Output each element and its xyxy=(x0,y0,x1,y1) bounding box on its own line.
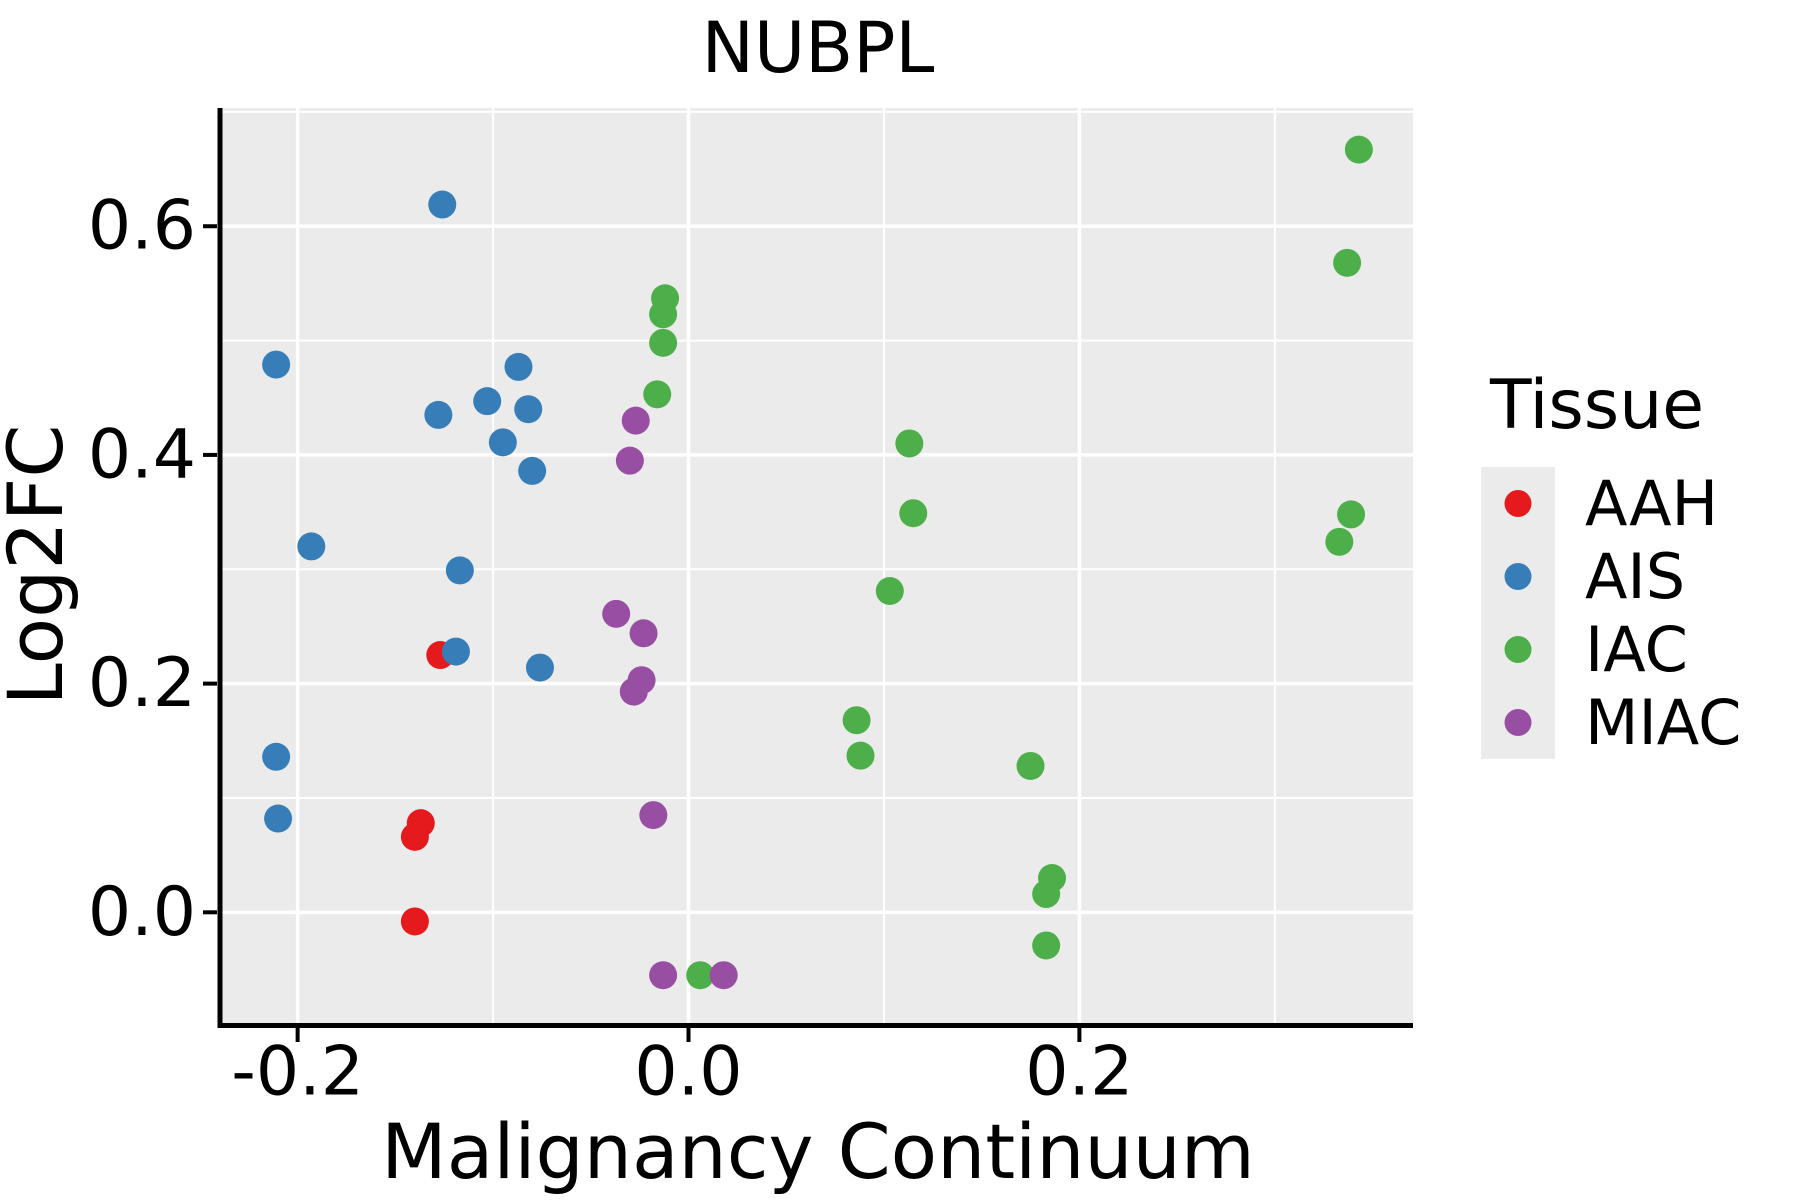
legend-key-dot-AIS xyxy=(1504,563,1532,590)
data-point-AIS xyxy=(424,400,453,429)
data-point-MIAC xyxy=(602,599,631,628)
y-axis: 0.0 0.2 0.4 0.6 xyxy=(88,187,217,952)
data-point-MIAC xyxy=(629,619,658,648)
legend-title: Tissue xyxy=(1489,366,1704,445)
data-point-IAC xyxy=(1333,248,1362,277)
legend-key-dot-AAH xyxy=(1504,490,1532,517)
legend-key-dot-IAC xyxy=(1504,636,1532,663)
data-point-AIS xyxy=(428,190,457,219)
x-axis-title: Malignancy Continuum xyxy=(381,1107,1255,1196)
data-point-MIAC xyxy=(619,677,648,706)
data-point-IAC xyxy=(895,429,924,458)
data-point-AIS xyxy=(514,395,543,424)
minor-gridlines xyxy=(222,108,1413,1023)
data-point-AAH xyxy=(400,822,429,851)
data-point-IAC xyxy=(1032,880,1061,909)
y-axis-title: Log2FC xyxy=(0,425,80,706)
x-tick-label: -0.2 xyxy=(231,1033,364,1112)
data-points-layer xyxy=(262,135,1373,990)
data-point-AIS xyxy=(297,532,326,561)
legend-entry-MIAC: MIAC xyxy=(1481,686,1741,759)
legend-label-AIS: AIS xyxy=(1585,540,1685,613)
data-point-IAC xyxy=(649,300,678,329)
x-tick-label: 0.2 xyxy=(1025,1033,1133,1112)
axis-spines xyxy=(217,108,1413,1028)
x-axis: -0.2 0.0 0.2 xyxy=(231,1028,1133,1112)
data-point-MIAC xyxy=(615,446,644,475)
data-point-IAC xyxy=(875,576,904,605)
data-point-AIS xyxy=(445,556,474,585)
data-point-IAC xyxy=(686,961,715,990)
data-point-IAC xyxy=(643,380,672,409)
legend-label-AAH: AAH xyxy=(1585,467,1718,540)
data-point-MIAC xyxy=(649,961,678,990)
data-point-IAC xyxy=(899,499,928,528)
data-point-IAC xyxy=(1344,135,1373,164)
y-tick-label: 0.0 xyxy=(88,873,196,952)
y-tick-label: 0.4 xyxy=(88,415,196,494)
data-point-IAC xyxy=(1337,500,1366,529)
legend-label-MIAC: MIAC xyxy=(1585,686,1741,759)
data-point-AIS xyxy=(262,742,291,771)
data-point-IAC xyxy=(846,741,875,770)
data-point-IAC xyxy=(649,328,678,357)
data-point-MIAC xyxy=(709,961,738,990)
data-point-IAC xyxy=(1016,751,1045,780)
data-point-AIS xyxy=(488,428,517,457)
plot-title: NUBPL xyxy=(702,7,935,89)
data-point-AIS xyxy=(262,350,291,379)
data-point-IAC xyxy=(1032,931,1061,960)
plot-panel xyxy=(222,108,1413,1023)
legend-entry-IAC: IAC xyxy=(1481,613,1688,686)
data-point-AAH xyxy=(400,907,429,936)
data-point-AIS xyxy=(441,637,470,666)
legend-entry-AIS: AIS xyxy=(1481,540,1685,613)
legend-label-IAC: IAC xyxy=(1585,613,1688,686)
y-tick-label: 0.2 xyxy=(88,644,196,723)
data-point-AIS xyxy=(518,456,547,485)
y-tick-label: 0.6 xyxy=(88,187,196,266)
legend-key-dot-MIAC xyxy=(1504,709,1532,736)
data-point-IAC xyxy=(1325,527,1354,556)
data-point-AIS xyxy=(525,653,554,682)
data-point-AIS xyxy=(473,387,502,416)
data-point-MIAC xyxy=(639,801,668,830)
x-tick-label: 0.0 xyxy=(634,1033,742,1112)
data-point-MIAC xyxy=(621,406,650,435)
data-point-AIS xyxy=(264,804,293,833)
legend-entry-AAH: AAH xyxy=(1481,467,1718,540)
data-point-AIS xyxy=(504,352,533,381)
data-point-IAC xyxy=(842,706,871,735)
